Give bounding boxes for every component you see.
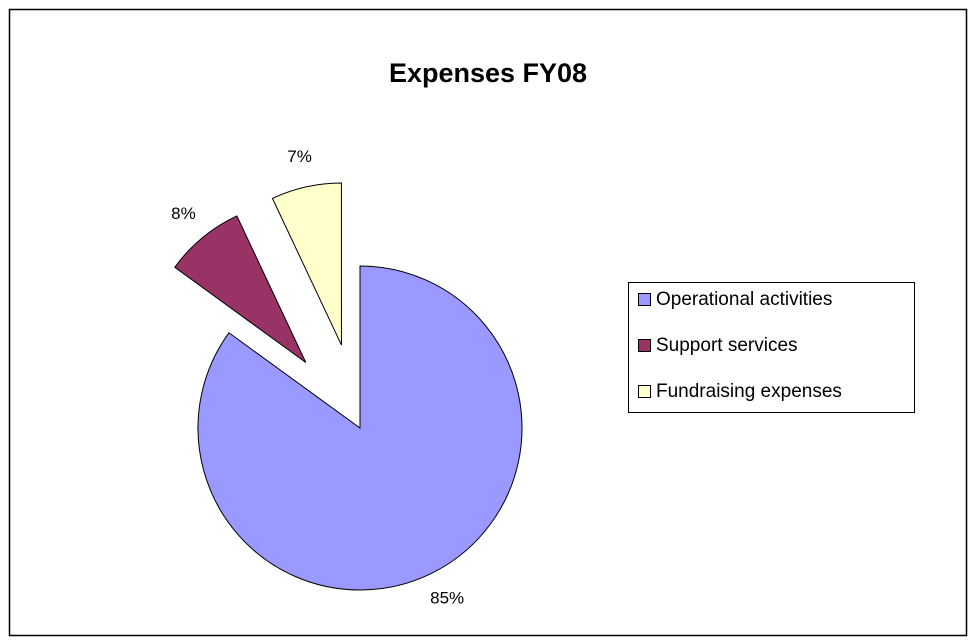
legend-label: Support services [656,335,798,356]
data-label: 85% [430,589,464,608]
legend-swatch [638,385,651,398]
legend-box [628,282,915,413]
legend-swatch [638,339,651,352]
pie-slice [197,265,523,591]
legend-label: Operational activities [656,289,832,310]
data-label: 8% [171,204,196,223]
data-label: 7% [287,147,312,166]
legend-swatch [638,293,651,306]
chart-title: Expenses FY08 [389,58,587,88]
pie-slice [174,215,307,363]
pie-slice [271,182,342,346]
legend-label: Fundraising expenses [656,381,842,402]
